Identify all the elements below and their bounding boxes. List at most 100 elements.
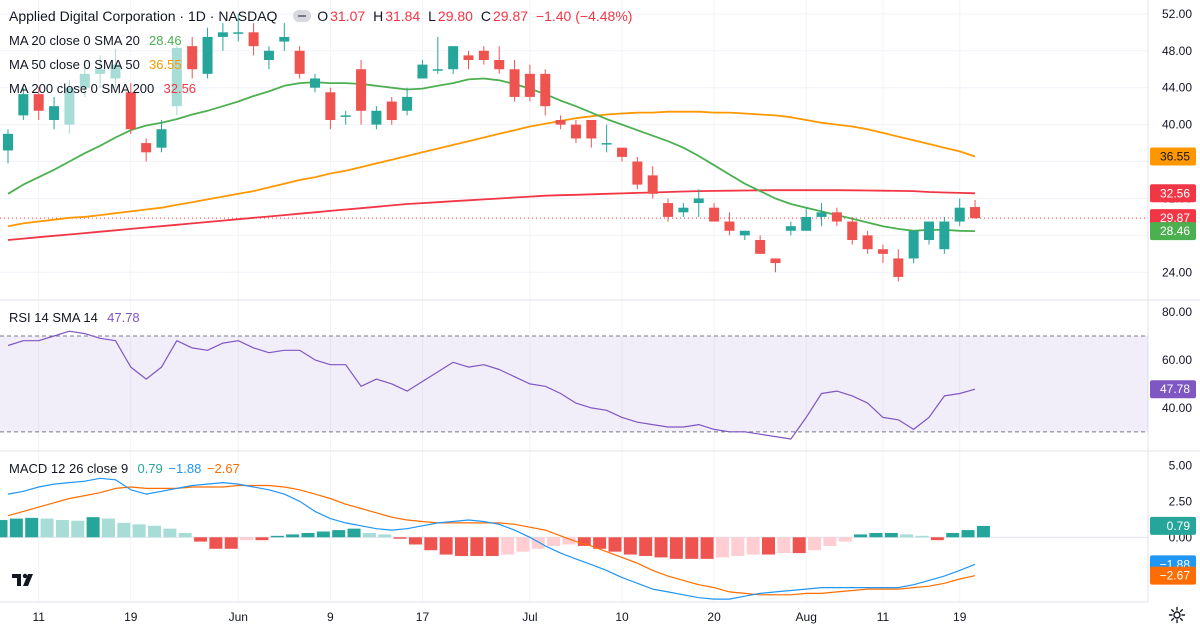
candle-body <box>263 50 274 60</box>
candle-body <box>33 94 44 111</box>
macd-histogram-bar <box>731 537 745 556</box>
macd-line <box>7 477 976 600</box>
candle-body <box>95 69 106 74</box>
candle <box>570 120 581 144</box>
candle-body <box>171 48 182 107</box>
candle-body <box>463 55 474 60</box>
macd-histogram-bar <box>163 528 177 538</box>
macd-histogram-bar <box>194 537 208 542</box>
time-tick-label: 10 <box>615 610 629 624</box>
macd-histogram-bar <box>362 532 376 538</box>
macd-histogram-bar <box>224 537 238 549</box>
candle <box>877 244 888 264</box>
macd-legend[interactable]: MACD 12 26 close 9 0.79 −1.88 −2.67 <box>9 461 240 476</box>
rsi-value-tag-text: 47.78 <box>1160 382 1190 396</box>
candle <box>724 212 735 236</box>
macd-histogram-bar <box>593 537 607 549</box>
macd-histogram-bar <box>792 537 806 554</box>
candle <box>95 55 106 88</box>
candle <box>310 73 320 93</box>
macd-histogram-bar <box>915 535 929 538</box>
candle-body <box>877 249 888 254</box>
macd-histogram-bar <box>715 537 729 558</box>
candle-body <box>340 115 351 117</box>
candle <box>954 198 965 227</box>
candle <box>340 110 351 125</box>
gear-icon[interactable] <box>1168 606 1186 624</box>
macd-histogram-bar <box>685 537 699 559</box>
candle <box>432 36 443 74</box>
collapse-toggle-icon[interactable] <box>293 10 312 22</box>
macd-histogram-bar <box>286 534 300 538</box>
candle <box>79 60 90 97</box>
candle-body <box>294 50 305 74</box>
candle <box>586 120 597 148</box>
candle <box>110 48 121 88</box>
candle <box>3 129 13 164</box>
candle-body <box>233 32 244 34</box>
candle-body <box>356 69 367 111</box>
ma50-legend[interactable]: MA 50 close 0 SMA 50 36.55 <box>9 57 182 72</box>
macd-histogram-bar <box>531 537 545 549</box>
macd-tick-label: 5.00 <box>1169 458 1193 472</box>
time-tick-label: 19 <box>953 610 967 624</box>
candle <box>402 87 413 116</box>
candle <box>770 258 781 273</box>
candle <box>448 46 459 74</box>
macd-histogram-bar <box>148 525 161 538</box>
candle-body <box>202 36 213 74</box>
candle-body <box>386 101 397 120</box>
candle <box>294 46 305 79</box>
macd-histogram-bar <box>547 537 561 546</box>
ma50-price-tag-text: 36.55 <box>1160 149 1190 163</box>
macd-histogram-bar <box>577 537 591 546</box>
time-tick-label: 9 <box>327 610 334 624</box>
time-tick-label: 11 <box>877 610 890 624</box>
ma200-price-tag-bg <box>1150 184 1196 203</box>
candle-body <box>678 207 689 213</box>
macd-histogram-bar <box>777 537 791 554</box>
macd-histogram-bar <box>270 535 284 538</box>
candle <box>478 46 489 65</box>
candle <box>831 207 842 227</box>
ohlc-low: L 29.80 <box>428 8 473 24</box>
price-tick-label: 40.00 <box>1162 118 1192 132</box>
candle <box>125 83 136 134</box>
rsi-legend[interactable]: RSI 14 SMA 14 47.78 <box>9 310 140 325</box>
signal-value-tag-text: −2.67 <box>1160 569 1191 583</box>
candle-body <box>64 87 75 125</box>
time-tick-label: 20 <box>707 610 721 624</box>
candle <box>678 203 689 217</box>
time-tick-label: Jul <box>522 610 537 624</box>
candle <box>49 96 60 130</box>
hist-value-tag-bg <box>1150 516 1196 535</box>
candle <box>617 147 627 162</box>
ma20-legend[interactable]: MA 20 close 0 SMA 20 28.46 <box>9 33 182 48</box>
macd-histogram-bar <box>255 537 269 541</box>
candle-body <box>187 46 198 70</box>
macd-histogram-bar <box>746 537 760 555</box>
candle-body <box>79 73 90 88</box>
macd-histogram-bar <box>378 534 392 538</box>
candle-body <box>325 92 336 120</box>
candle <box>325 87 336 130</box>
candle <box>632 156 643 190</box>
candle <box>18 87 29 120</box>
ma20-price-tag-text: 28.46 <box>1160 224 1190 238</box>
candle <box>801 207 812 231</box>
ma200-price-tag-text: 32.56 <box>1160 186 1190 200</box>
hist-value-tag-text: 0.79 <box>1167 519 1191 533</box>
tradingview-logo-icon[interactable] <box>10 570 38 590</box>
ma20-line <box>7 77 976 232</box>
rsi-tick-label: 60.00 <box>1162 353 1192 367</box>
ma200-legend[interactable]: MA 200 close 0 SMA 200 32.56 <box>9 81 197 96</box>
symbol-title[interactable]: Applied Digital Corporation · 1D · NASDA… <box>9 8 278 24</box>
candle <box>33 86 44 120</box>
candle-body <box>709 207 720 222</box>
candle <box>524 64 535 102</box>
macd-histogram-bar <box>209 537 223 549</box>
candle-body <box>893 258 904 277</box>
macd-histogram-bar <box>470 537 484 556</box>
macd-histogram-bar <box>485 537 499 556</box>
